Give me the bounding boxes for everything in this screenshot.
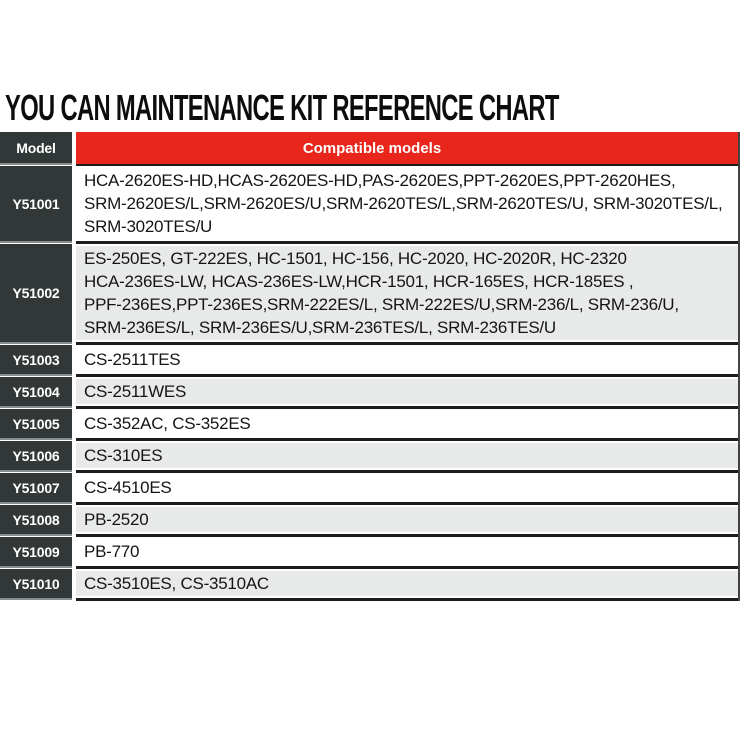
model-cell: Y51002: [0, 244, 72, 342]
model-cell: Y51006: [0, 441, 72, 470]
compatible-models-cell: ES-250ES, GT-222ES, HC-1501, HC-156, HC-…: [76, 244, 738, 345]
model-cell: Y51009: [0, 537, 72, 566]
model-cell: Y51008: [0, 505, 72, 534]
compatible-models-cell: CS-3510ES, CS-3510AC: [76, 569, 738, 601]
compatible-models-cell: CS-2511TES: [76, 345, 738, 377]
model-column-header: Model: [0, 132, 72, 163]
compatible-models-cell: CS-352AC, CS-352ES: [76, 409, 738, 441]
table-row: Y51004 CS-2511WES: [0, 377, 738, 409]
maintenance-kit-table: Model Compatible models Y51001 HCA-2620E…: [0, 132, 740, 601]
model-cell: Y51010: [0, 569, 72, 598]
table-row: Y51006 CS-310ES: [0, 441, 738, 473]
compatible-models-cell: HCA-2620ES-HD,HCAS-2620ES-HD,PAS-2620ES,…: [76, 166, 738, 244]
model-cell: Y51004: [0, 377, 72, 406]
model-cell: Y51003: [0, 345, 72, 374]
table-row: Y51007 CS-4510ES: [0, 473, 738, 505]
model-cell: Y51005: [0, 409, 72, 438]
table-row: Y51003 CS-2511TES: [0, 345, 738, 377]
table-row: Y51002 ES-250ES, GT-222ES, HC-1501, HC-1…: [0, 244, 738, 345]
compatible-models-cell: CS-310ES: [76, 441, 738, 473]
table-row: Y51009 PB-770: [0, 537, 738, 569]
compatible-models-column-header: Compatible models: [76, 132, 738, 166]
table-header-row: Model Compatible models: [0, 132, 738, 166]
compatible-models-cell: PB-2520: [76, 505, 738, 537]
compatible-models-cell: PB-770: [76, 537, 738, 569]
model-cell: Y51001: [0, 166, 72, 241]
compatible-models-cell: CS-2511WES: [76, 377, 738, 409]
table-row: Y51010 CS-3510ES, CS-3510AC: [0, 569, 738, 601]
compatible-models-cell: CS-4510ES: [76, 473, 738, 505]
table-row: Y51005 CS-352AC, CS-352ES: [0, 409, 738, 441]
table-row: Y51001 HCA-2620ES-HD,HCAS-2620ES-HD,PAS-…: [0, 166, 738, 244]
page-title: YOU CAN MAINTENANCE KIT REFERENCE CHART: [5, 87, 559, 128]
table-row: Y51008 PB-2520: [0, 505, 738, 537]
model-cell: Y51007: [0, 473, 72, 502]
